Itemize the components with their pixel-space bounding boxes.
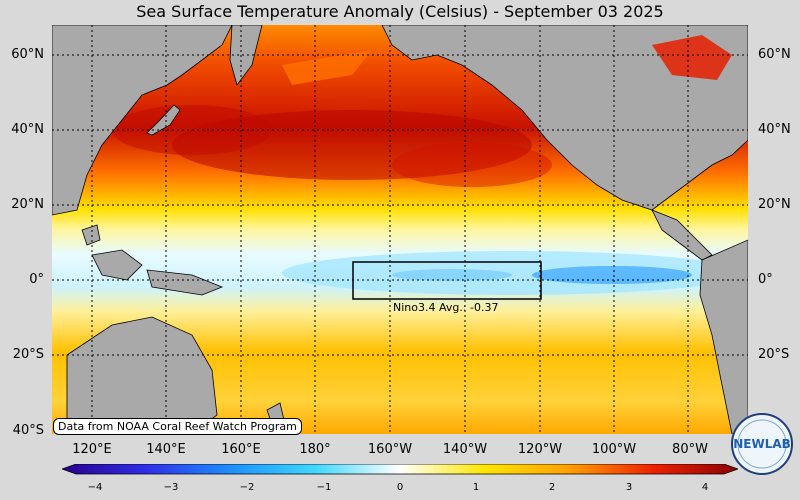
- australia: [66, 316, 218, 434]
- nino34-label: Nino3.4 Avg.: -0.37: [393, 301, 499, 314]
- lat-label-eq-left: 0°: [29, 272, 44, 287]
- south-america: [699, 239, 748, 434]
- japan: [146, 104, 181, 136]
- lon-label-80w: 80°W: [672, 442, 708, 457]
- lat-label-eq-right: 0°: [758, 272, 773, 287]
- colorbar-tick: 3: [625, 482, 633, 493]
- lat-label-40s-left: 40°S: [12, 423, 44, 438]
- asia-landmass: [52, 25, 233, 216]
- colorbar-tick: −2: [239, 482, 255, 493]
- nino34-box: [352, 261, 542, 300]
- colorbar-tick: −3: [163, 482, 179, 493]
- graticule: [52, 25, 748, 434]
- lat-label-20n-left: 20°N: [11, 197, 44, 212]
- lat-label-20s-left: 20°S: [12, 347, 44, 362]
- lon-label-160e: 160°E: [221, 442, 261, 457]
- data-credit: Data from NOAA Coral Reef Watch Program: [53, 418, 302, 435]
- sst-anomaly-map: [52, 25, 748, 434]
- lon-label-140w: 140°W: [442, 442, 488, 457]
- lon-label-180: 180°: [299, 442, 331, 457]
- logo-text: NEWLAB: [733, 437, 791, 451]
- lat-label-20s-right: 20°S: [758, 347, 790, 362]
- lon-label-100w: 100°W: [591, 442, 637, 457]
- lon-label-140e: 140°E: [146, 442, 186, 457]
- newlab-logo: NEWLAB: [731, 413, 793, 475]
- lat-label-60n-right: 60°N: [758, 47, 791, 62]
- lon-label-120w: 120°W: [517, 442, 563, 457]
- lon-label-120e: 120°E: [72, 442, 112, 457]
- land: [52, 25, 748, 434]
- lat-label-40n-right: 40°N: [758, 122, 791, 137]
- colorbar-tick: 0: [396, 482, 404, 493]
- colorbar-tick: −4: [87, 482, 103, 493]
- colorbar: [62, 464, 738, 475]
- lat-label-40n-left: 40°N: [11, 122, 44, 137]
- lat-label-20n-right: 20°N: [758, 197, 791, 212]
- colorbar-tick: 1: [472, 482, 480, 493]
- colorbar-tick: 2: [548, 482, 556, 493]
- lon-label-160w: 160°W: [367, 442, 413, 457]
- map-title: Sea Surface Temperature Anomaly (Celsius…: [136, 2, 664, 21]
- lat-label-60n-left: 60°N: [11, 47, 44, 62]
- colorbar-tick: −1: [316, 482, 332, 493]
- colorbar-tick: 4: [701, 482, 709, 493]
